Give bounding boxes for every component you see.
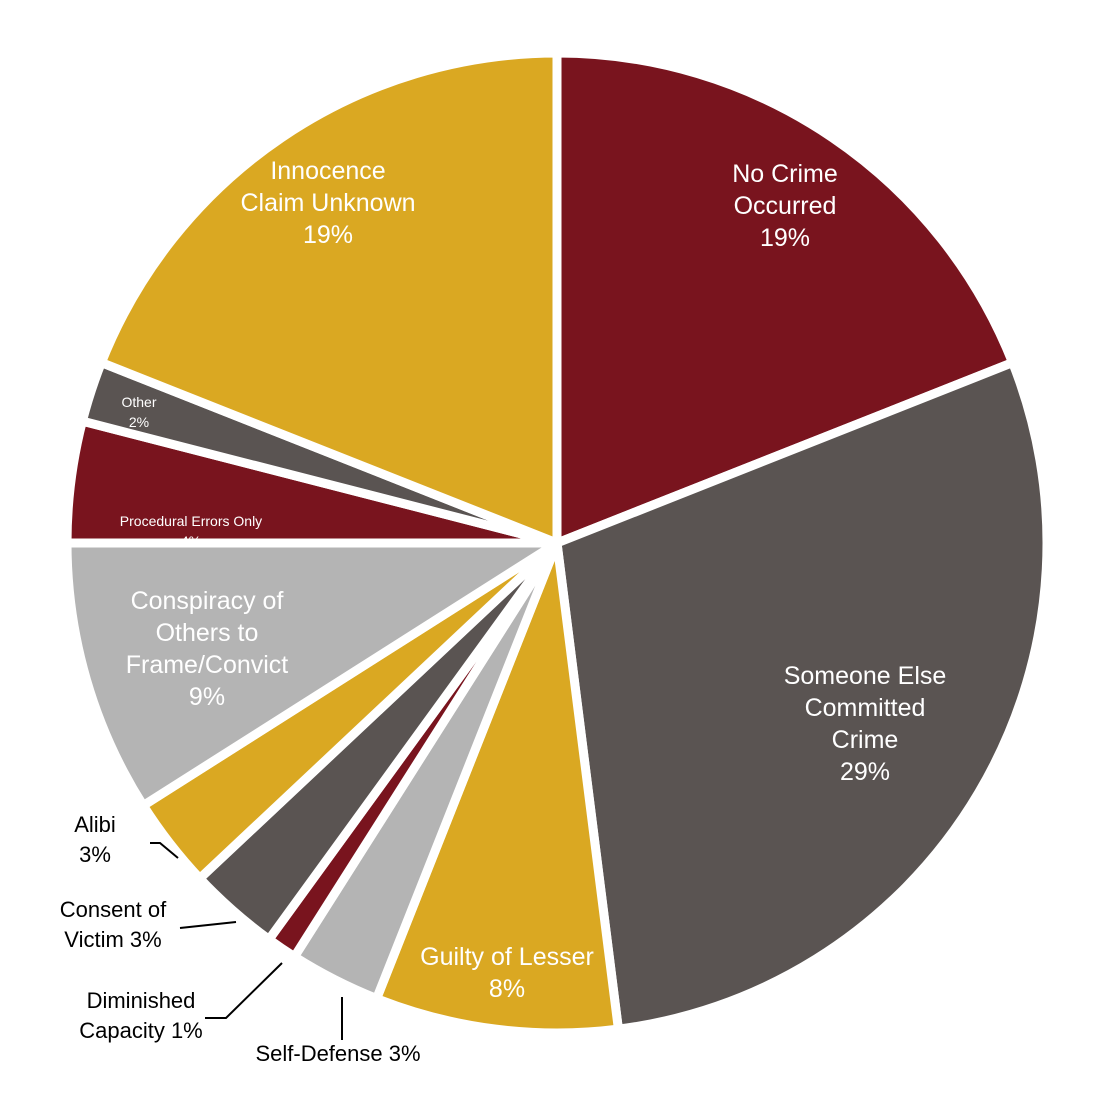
slice-label-line: Alibi [74,812,116,837]
slice-label-diminished-capacity: Diminished Capacity 1% [79,988,203,1043]
slice-label-line: Victim 3% [64,927,161,952]
slice-label-line: Committed [805,694,926,722]
slice-label-line: No Crime [732,160,838,188]
slice-label-line: Claim Unknown [240,189,415,217]
slice-label-line: Other [121,394,156,410]
slice-label-innocence-claim-unknown: Innocence Claim Unknown 19% [240,157,415,249]
slice-conspiracy-of-others-to-frame-convict [62,538,573,812]
slice-label-line: 9% [189,683,225,711]
slice-label-line: 19% [760,224,810,252]
slice-label-line: Diminished [87,988,196,1013]
slice-label-line: Innocence [270,157,385,185]
leader-line-diminished-capacity [205,962,283,1019]
slice-label-alibi: Alibi 3% [74,812,116,867]
slice-label-line: Others to [156,619,259,647]
leader-line-consent-of-victim [179,921,237,929]
slice-label-self-defense: Self-Defense 3% [255,1041,420,1066]
slice-label-line: Someone Else [784,662,947,690]
slice-someone-else-committed-crime [552,356,1052,1035]
pie-slices [62,48,1052,1038]
slice-label-line: Crime [832,726,899,754]
slice-label-no-crime-occurred: No Crime Occurred 19% [732,160,838,252]
slice-label-guilty-of-lesser: Guilty of Lesser 8% [420,943,594,1003]
slice-label-line: 2% [129,414,149,430]
slice-label-line: Procedural Errors Only [120,513,262,529]
leader-line-alibi [150,842,179,859]
slice-label-line: 4% [181,533,201,549]
slice-label-other: Other 2% [121,394,156,430]
slice-guilty-of-lesser [370,541,624,1038]
slice-label-line: Conspiracy of [131,587,284,615]
slice-label-procedural-errors-only: Procedural Errors Only 4% [120,513,262,549]
slice-no-crime-occurred [552,48,1019,550]
slice-label-line: Occurred [734,192,837,220]
slice-label-line: Self-Defense 3% [255,1041,420,1066]
leader-lines [150,842,343,1040]
slice-label-line: Frame/Convict [126,651,289,679]
slice-label-line: Consent of [60,897,167,922]
slice-label-line: Guilty of Lesser [420,943,594,971]
slice-label-consent-of-victim: Consent of Victim 3% [60,897,167,952]
slice-labels: No Crime Occurred 19% Someone Else Committed… [60,157,947,1066]
slice-label-conspiracy-of-others-to-frame-convict: Conspiracy of Others to Frame/Convict 9% [126,587,289,711]
slice-label-line: 8% [489,975,525,1003]
slice-innocence-claim-unknown [95,48,562,550]
slice-label-line: Capacity 1% [79,1018,203,1043]
slice-label-line: 19% [303,221,353,249]
slice-label-line: 29% [840,758,890,786]
slice-label-someone-else-committed-crime: Someone Else Committed Crime 29% [784,662,947,786]
slice-label-line: 3% [79,842,111,867]
